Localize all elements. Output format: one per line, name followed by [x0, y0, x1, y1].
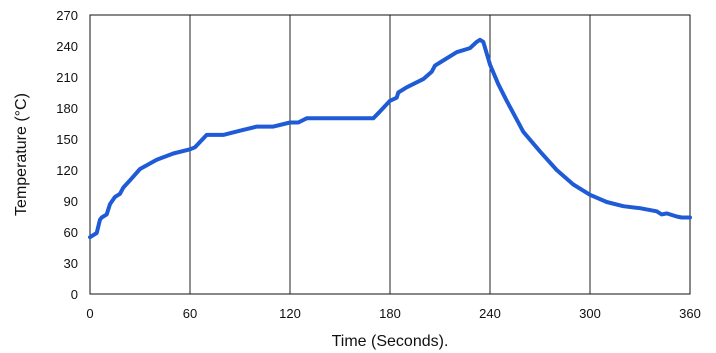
y-tick-label: 210 — [56, 70, 78, 85]
grid-lines — [189, 15, 591, 294]
y-tick-label: 30 — [64, 256, 78, 271]
x-axis-label: Time (Seconds). — [332, 333, 449, 350]
y-tick-label: 270 — [56, 8, 78, 23]
y-tick-label: 240 — [56, 39, 78, 54]
x-tick-labels: 0 60 120 180 240 300 360 — [86, 306, 700, 321]
y-tick-label: 60 — [64, 225, 78, 240]
y-tick-label: 90 — [64, 194, 78, 209]
y-axis-label: Temperature (°C) — [13, 93, 30, 216]
x-tick-label: 60 — [183, 306, 197, 321]
temperature-series-line — [88, 37, 692, 240]
y-tick-label: 180 — [56, 101, 78, 116]
x-tick-label: 300 — [579, 306, 601, 321]
y-tick-label: 0 — [71, 287, 78, 302]
x-tick-label: 180 — [379, 306, 401, 321]
x-tick-label: 120 — [279, 306, 301, 321]
x-tick-label: 240 — [479, 306, 501, 321]
x-tick-label: 0 — [86, 306, 93, 321]
x-tick-label: 360 — [679, 306, 701, 321]
y-tick-labels: 0 30 60 90 120 150 180 210 240 270 — [56, 8, 78, 302]
y-tick-label: 150 — [56, 132, 78, 147]
plot-frame — [89, 14, 691, 295]
y-tick-label: 120 — [56, 163, 78, 178]
